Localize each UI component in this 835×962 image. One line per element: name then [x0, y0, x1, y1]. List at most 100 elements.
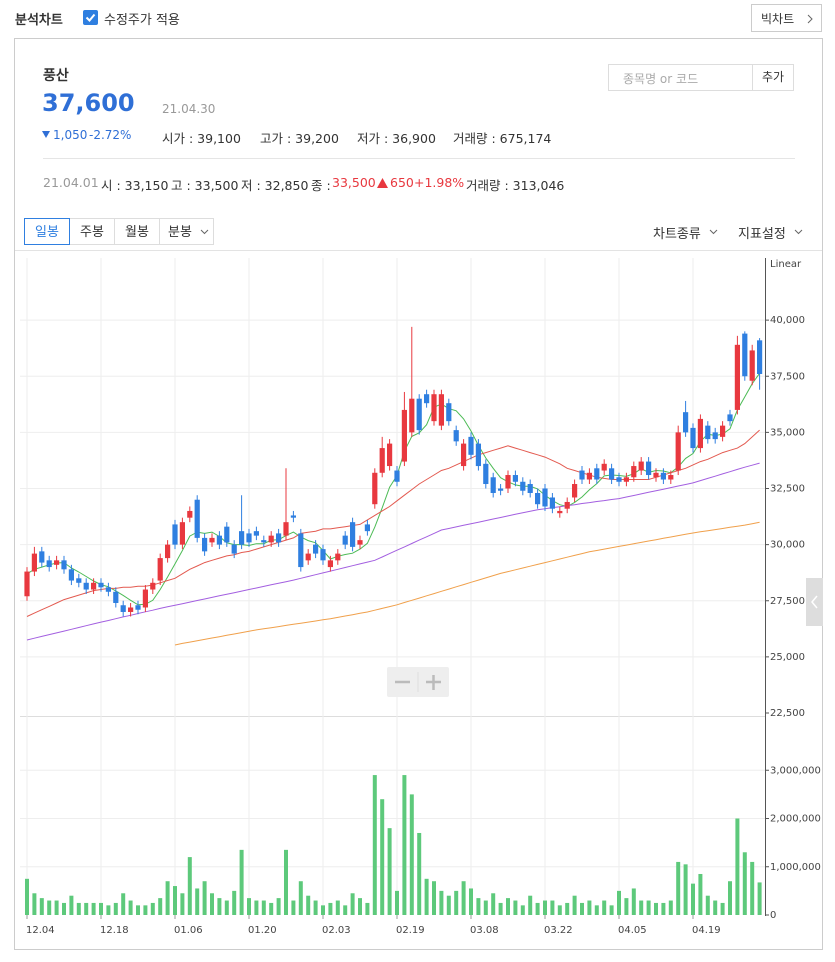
candle-body — [187, 510, 193, 518]
candle-body — [594, 468, 600, 480]
volume-bar — [720, 902, 725, 915]
candle-body — [157, 558, 163, 581]
y-tick-label: 32,500 — [770, 484, 805, 495]
y-tick-label: 30,000 — [770, 540, 805, 551]
volume-bar — [269, 902, 274, 915]
candle-body — [586, 472, 592, 480]
volume-bar — [454, 890, 459, 915]
y-tick-label: 3,000,000 — [770, 765, 821, 776]
candle-body — [105, 587, 111, 592]
volume-bar — [298, 881, 303, 915]
volume-bar — [224, 900, 229, 915]
candle-body — [31, 553, 37, 572]
volume-bar — [232, 890, 237, 915]
candle-body — [209, 537, 215, 543]
menu[interactable]: 차트종류 — [653, 227, 701, 242]
candle-body — [705, 425, 711, 440]
candle-body — [150, 582, 156, 590]
menu[interactable]: 지표설정 — [738, 227, 786, 242]
add-button[interactable]: 추가 — [752, 64, 794, 91]
candle-body — [742, 333, 748, 377]
volume-bar — [506, 898, 510, 915]
period-button[interactable]: 주봉 — [69, 218, 115, 245]
candle-body — [720, 425, 726, 437]
period-button[interactable]: 월봉 — [114, 218, 160, 245]
candle-body — [564, 501, 570, 509]
volume-bar — [609, 905, 614, 915]
candle-body — [749, 350, 755, 381]
button-label: 빅차트 — [761, 12, 795, 26]
volume-bar — [528, 895, 533, 915]
chevron — [200, 229, 209, 235]
candle-body — [283, 522, 289, 536]
candle-body — [446, 403, 452, 422]
chevron — [709, 229, 718, 235]
price-date: 21.04.30 — [162, 102, 216, 116]
candle-body — [276, 533, 282, 543]
stock-name: 풍산 — [43, 68, 69, 84]
candle-body — [572, 484, 578, 498]
candle-body — [520, 481, 526, 491]
zoom-control[interactable] — [387, 667, 449, 697]
candle-body — [683, 412, 689, 433]
x-tick-label: 01.20 — [248, 925, 277, 936]
y-tick-label: 22,500 — [770, 708, 805, 719]
big-chart-button[interactable]: 빅차트 — [751, 4, 822, 32]
volume-bar — [735, 818, 740, 915]
volume-bar — [306, 895, 311, 915]
daily-close: 33,500 — [332, 175, 376, 190]
x-tick-label: 01.06 — [174, 925, 203, 936]
volume-bar — [84, 902, 89, 915]
candle-body — [246, 533, 252, 543]
candle-body — [372, 472, 378, 505]
volume-bar — [594, 905, 599, 915]
x-tick-label: 04.19 — [692, 925, 721, 936]
volume-bar — [757, 882, 762, 915]
volume-bar — [202, 881, 207, 915]
candle-body — [231, 544, 237, 554]
stat: 시가 : 39,100 — [162, 131, 241, 146]
candle-body — [734, 344, 740, 410]
candle-body — [542, 488, 548, 507]
divider — [43, 158, 795, 159]
volume-bar — [54, 900, 59, 915]
search-input[interactable]: 종목명 or 코드 — [608, 64, 753, 91]
x-tick-label: 03.22 — [544, 925, 573, 936]
candle-body — [387, 443, 393, 467]
volume-bar — [210, 893, 214, 915]
volume-bar — [173, 886, 177, 915]
volume-bar — [69, 895, 74, 915]
y-tick-label: 37,500 — [770, 371, 805, 382]
candle-body — [142, 589, 148, 608]
candle-body — [350, 522, 356, 547]
period-button[interactable]: 분봉 — [159, 218, 214, 245]
candle-body — [431, 394, 437, 422]
volume-bar — [343, 905, 348, 915]
candle-body — [290, 515, 296, 518]
volume-bar — [631, 888, 636, 915]
candle-body — [313, 544, 319, 554]
candle-body — [98, 582, 104, 588]
candle-body — [483, 463, 489, 485]
volume-bar — [276, 898, 281, 915]
candle-body — [727, 414, 733, 422]
volume-bar — [143, 905, 148, 915]
volume-bar — [350, 893, 355, 915]
volume-bar — [483, 900, 488, 915]
candle-body — [224, 526, 230, 543]
volume-bar — [409, 794, 414, 915]
collapse-tab[interactable] — [806, 578, 823, 626]
volume-bar — [602, 900, 607, 915]
period-button[interactable]: 일봉 — [24, 218, 70, 245]
candle-body — [113, 591, 119, 603]
candle-body — [202, 537, 208, 552]
volume-bar — [62, 902, 66, 915]
y-tick-label: 0 — [770, 910, 776, 921]
checkbox[interactable] — [83, 10, 98, 25]
candle-body — [616, 477, 622, 482]
candle-body — [179, 522, 185, 545]
volume-bar — [713, 900, 718, 915]
candle-body — [697, 418, 703, 449]
volume-bar — [617, 890, 621, 915]
candle-body — [61, 560, 67, 570]
